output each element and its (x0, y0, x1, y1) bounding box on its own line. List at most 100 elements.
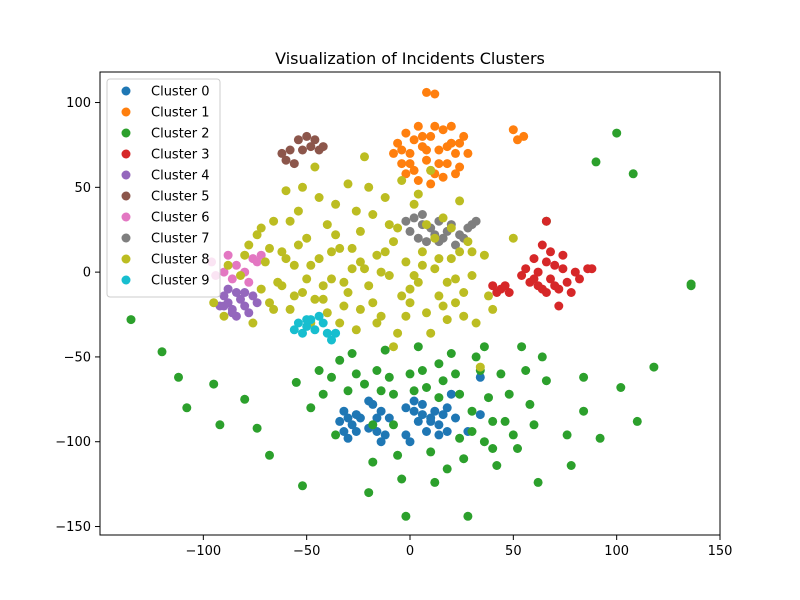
point-cluster-8-50 (434, 291, 444, 301)
point-cluster-8-4 (244, 240, 254, 250)
point-cluster-8-39 (389, 237, 398, 247)
point-cluster-8-28 (343, 179, 353, 189)
point-cluster-8-85 (401, 311, 411, 321)
point-cluster-5-8 (310, 135, 320, 145)
legend-marker-7 (121, 233, 131, 243)
point-cluster-2-68 (579, 372, 589, 382)
point-cluster-6-3 (223, 250, 233, 260)
point-cluster-8-60 (475, 362, 485, 372)
point-cluster-3-27 (541, 288, 551, 297)
x-tick-label-3: 50 (505, 544, 522, 559)
point-cluster-1-28 (451, 169, 460, 179)
point-cluster-9-9 (327, 335, 336, 345)
point-cluster-5-4 (293, 135, 303, 145)
point-cluster-2-16 (335, 355, 345, 365)
point-cluster-2-11 (306, 403, 316, 413)
y-tick-label-0: −150 (55, 520, 91, 535)
point-cluster-8-100 (298, 182, 307, 192)
point-cluster-8-5 (248, 318, 258, 328)
point-cluster-0-39 (351, 410, 361, 420)
point-cluster-2-71 (595, 433, 605, 443)
point-cluster-0-24 (401, 430, 411, 440)
point-cluster-4-8 (244, 308, 254, 318)
x-tick-label-2: 0 (406, 544, 414, 559)
point-cluster-4-1 (219, 291, 229, 301)
point-cluster-1-14 (426, 131, 436, 141)
point-cluster-0-9 (372, 427, 382, 436)
point-cluster-8-56 (459, 288, 469, 297)
point-cluster-0-2 (335, 416, 345, 426)
point-cluster-1-38 (422, 145, 431, 155)
point-cluster-8-115 (240, 250, 250, 260)
point-cluster-3-6 (521, 264, 531, 274)
point-cluster-8-87 (302, 274, 312, 284)
point-cluster-8-34 (368, 210, 378, 219)
point-cluster-8-32 (360, 152, 369, 162)
point-cluster-8-101 (327, 247, 336, 257)
point-cluster-2-61 (529, 420, 539, 430)
point-cluster-8-8 (260, 257, 270, 267)
point-cluster-6-2 (219, 267, 229, 277)
point-cluster-2-58 (517, 342, 527, 352)
point-cluster-3-16 (562, 277, 572, 287)
point-cluster-1-17 (438, 125, 448, 135)
point-cluster-3-5 (504, 288, 514, 297)
point-cluster-3-29 (558, 250, 568, 260)
point-cluster-2-50 (484, 393, 493, 403)
point-cluster-7-12 (451, 240, 460, 250)
point-cluster-2-82 (488, 416, 498, 426)
point-cluster-8-41 (397, 176, 407, 185)
point-cluster-4-11 (223, 284, 233, 294)
point-cluster-8-92 (389, 342, 398, 352)
point-cluster-2-18 (347, 349, 357, 358)
point-cluster-7-1 (405, 226, 415, 236)
point-cluster-0-4 (339, 427, 349, 436)
legend-label-3: Cluster 3 (151, 148, 210, 163)
point-cluster-7-18 (417, 210, 427, 219)
point-cluster-8-42 (401, 257, 411, 267)
point-cluster-0-16 (401, 403, 411, 413)
point-cluster-0-31 (434, 430, 444, 440)
point-cluster-8-78 (417, 260, 427, 270)
series-cluster-1 (389, 87, 529, 189)
point-cluster-5-6 (302, 131, 312, 141)
point-cluster-2-30 (401, 511, 411, 521)
points-layer (126, 87, 696, 521)
plot-frame (99, 71, 721, 536)
point-cluster-3-13 (550, 260, 560, 270)
point-cluster-8-58 (467, 271, 477, 280)
point-cluster-1-20 (451, 148, 460, 158)
point-cluster-8-113 (360, 264, 369, 274)
point-cluster-2-31 (405, 369, 415, 379)
point-cluster-2-33 (413, 342, 423, 352)
legend-marker-6 (121, 212, 131, 222)
point-cluster-9-11 (302, 315, 312, 325)
point-cluster-2-4 (209, 379, 219, 389)
point-cluster-2-39 (438, 376, 448, 386)
point-cluster-3-11 (541, 257, 551, 267)
point-cluster-2-72 (612, 128, 622, 138)
point-cluster-8-93 (413, 189, 423, 199)
point-cluster-2-6 (240, 394, 250, 404)
point-cluster-0-15 (376, 437, 386, 447)
point-cluster-8-74 (368, 298, 378, 308)
point-cluster-8-7 (256, 284, 266, 294)
point-cluster-9-0 (289, 325, 299, 335)
point-cluster-8-70 (318, 281, 328, 291)
point-cluster-3-9 (533, 267, 543, 277)
point-cluster-8-12 (277, 247, 287, 257)
point-cluster-2-29 (397, 474, 407, 484)
point-cluster-1-8 (401, 128, 411, 138)
point-cluster-2-10 (298, 481, 307, 491)
point-cluster-8-1 (219, 311, 229, 321)
point-cluster-2-5 (215, 420, 225, 430)
point-cluster-2-28 (393, 450, 403, 460)
point-cluster-2-81 (467, 406, 477, 416)
point-cluster-3-8 (529, 254, 539, 264)
point-cluster-8-71 (331, 230, 341, 240)
point-cluster-5-0 (277, 148, 287, 158)
point-cluster-2-1 (157, 347, 167, 357)
point-cluster-2-19 (351, 369, 361, 379)
point-cluster-8-54 (451, 274, 460, 284)
legend-label-1: Cluster 1 (151, 106, 210, 121)
